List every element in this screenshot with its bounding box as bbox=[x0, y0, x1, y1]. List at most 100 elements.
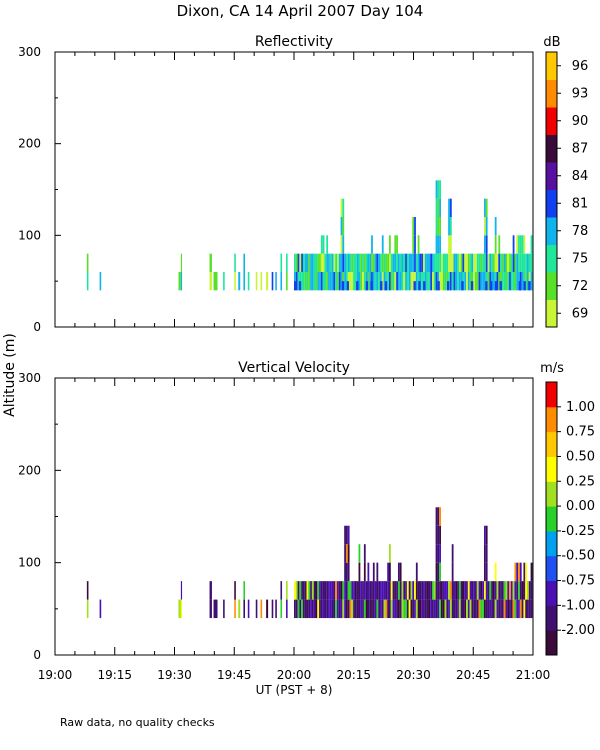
data-cell bbox=[86, 253, 89, 272]
data-cell bbox=[410, 599, 413, 619]
data-cell bbox=[380, 253, 382, 272]
data-cell bbox=[405, 599, 407, 619]
data-cell bbox=[326, 599, 329, 619]
data-cell bbox=[340, 599, 343, 619]
data-cell bbox=[374, 253, 377, 272]
colorbar-label: 69 bbox=[572, 306, 589, 321]
data-cell bbox=[442, 272, 445, 291]
data-cell bbox=[500, 599, 502, 619]
data-cell bbox=[521, 581, 524, 600]
data-cell bbox=[505, 253, 508, 272]
data-cell bbox=[86, 599, 89, 619]
data-cell bbox=[324, 253, 327, 272]
data-cell bbox=[462, 253, 465, 272]
data-cell bbox=[478, 272, 481, 291]
data-cell bbox=[406, 581, 409, 600]
data-cell bbox=[389, 562, 391, 582]
data-cell bbox=[525, 581, 528, 600]
data-cell bbox=[408, 253, 411, 272]
colorbar-label: 78 bbox=[572, 224, 589, 239]
data-cell bbox=[394, 235, 397, 254]
data-cell bbox=[345, 562, 348, 582]
data-cell bbox=[294, 253, 296, 272]
data-cell bbox=[421, 272, 424, 291]
data-cell bbox=[516, 253, 519, 272]
data-cell bbox=[349, 599, 352, 619]
data-cell bbox=[306, 253, 309, 272]
x-tick-label: 19:00 bbox=[38, 668, 73, 682]
data-cell bbox=[338, 253, 341, 272]
data-cell bbox=[340, 217, 343, 236]
data-cell bbox=[448, 581, 450, 600]
colorbar-label: 93 bbox=[572, 86, 589, 101]
data-cell bbox=[337, 581, 339, 600]
data-cell bbox=[319, 272, 321, 291]
data-cell bbox=[525, 272, 528, 291]
data-cell bbox=[367, 253, 370, 272]
data-cell bbox=[344, 272, 346, 291]
data-cell bbox=[372, 581, 375, 600]
data-cell bbox=[478, 599, 481, 619]
data-cell bbox=[491, 581, 493, 600]
data-cell bbox=[360, 253, 363, 272]
data-cell bbox=[394, 272, 397, 291]
data-cell bbox=[180, 599, 183, 619]
data-cell bbox=[466, 581, 468, 600]
colorbar-label: -0.75 bbox=[561, 574, 595, 589]
data-cell bbox=[344, 562, 346, 582]
data-cell bbox=[345, 599, 348, 619]
data-cell bbox=[369, 253, 372, 272]
data-cell bbox=[319, 599, 321, 619]
data-cell bbox=[494, 599, 497, 619]
data-cell bbox=[180, 272, 183, 291]
data-cell bbox=[344, 599, 346, 619]
data-cell bbox=[329, 253, 332, 272]
data-cell bbox=[260, 272, 263, 291]
data-cell bbox=[505, 599, 508, 619]
data-cell bbox=[329, 581, 332, 600]
data-cell bbox=[271, 272, 274, 291]
data-cell bbox=[437, 281, 440, 291]
data-cell bbox=[412, 599, 415, 619]
data-cell bbox=[439, 544, 441, 563]
colorbar-frame bbox=[545, 51, 558, 328]
data-cell bbox=[449, 272, 452, 291]
colorbar-swatch bbox=[546, 382, 557, 408]
data-cell bbox=[363, 599, 366, 619]
data-cell bbox=[338, 272, 341, 291]
data-cell bbox=[260, 599, 263, 619]
data-cell bbox=[417, 581, 420, 600]
data-cell bbox=[344, 525, 346, 545]
data-cell bbox=[507, 581, 510, 600]
data-cell bbox=[381, 235, 384, 254]
data-cell bbox=[419, 599, 422, 619]
data-cell bbox=[444, 599, 447, 619]
colorbar-swatch bbox=[546, 244, 557, 273]
data-cell bbox=[354, 272, 357, 291]
data-cell bbox=[238, 599, 241, 619]
data-cell bbox=[455, 272, 458, 291]
reflectivity-panel: Reflectivity 0 100 200 300 dB 69 72 75 78 81 84 8… bbox=[18, 34, 588, 334]
data-cell bbox=[372, 253, 375, 272]
data-cell bbox=[444, 581, 447, 600]
data-cell bbox=[299, 599, 302, 619]
data-cell bbox=[392, 581, 395, 600]
data-cell bbox=[310, 253, 312, 272]
reflectivity-data bbox=[86, 180, 533, 291]
data-cell bbox=[453, 253, 456, 272]
data-cell bbox=[424, 581, 427, 600]
colorbar-swatch bbox=[546, 52, 557, 80]
data-cell bbox=[433, 253, 436, 272]
data-cell bbox=[439, 235, 441, 254]
data-cell bbox=[460, 581, 463, 600]
data-cell bbox=[335, 599, 338, 619]
data-cell bbox=[440, 272, 443, 291]
data-cell bbox=[383, 272, 386, 291]
data-cell bbox=[480, 581, 483, 600]
data-cell bbox=[503, 581, 506, 600]
data-cell bbox=[337, 272, 339, 291]
data-cell bbox=[449, 198, 452, 217]
data-cell bbox=[294, 581, 296, 600]
data-cell bbox=[326, 272, 329, 291]
data-cell bbox=[401, 272, 404, 291]
